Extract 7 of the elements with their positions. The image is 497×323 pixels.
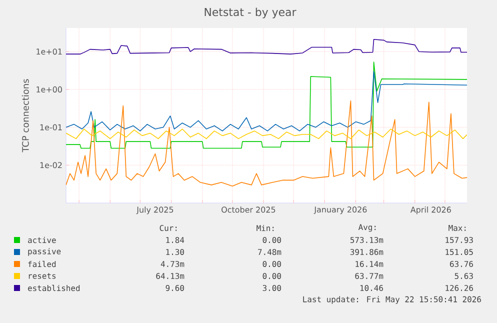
line-series: [66, 128, 468, 140]
line-series: [66, 70, 468, 132]
line-series: [66, 62, 468, 149]
line-series: [66, 38, 468, 54]
line-series: [66, 100, 468, 186]
chart-title: Netstat - by year: [204, 8, 296, 18]
y-axis-title: TCP connections: [22, 79, 29, 152]
